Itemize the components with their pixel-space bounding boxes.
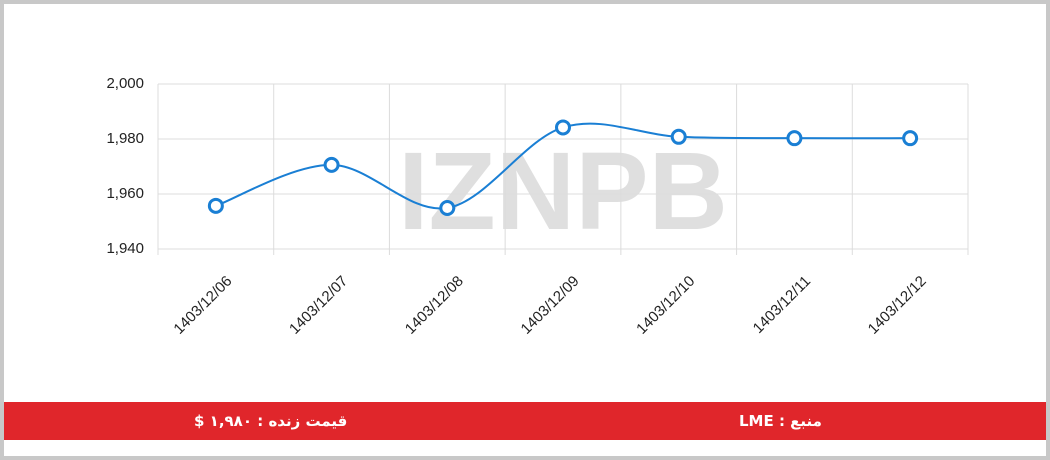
- y-tick-label: 1,940: [106, 240, 144, 257]
- point: [323, 156, 340, 173]
- x-tick-label: 1403/12/10: [633, 273, 698, 338]
- live-price: قیمت زنده : ۱,۹۸۰ $: [194, 412, 348, 430]
- point: [439, 200, 456, 217]
- x-tick-label: 1403/12/09: [518, 273, 583, 338]
- y-tick-label: 2,000: [106, 75, 144, 92]
- x-tick-label: 1403/12/11: [750, 273, 814, 337]
- point: [786, 130, 803, 147]
- point: [902, 130, 919, 147]
- source: منبع : LME: [739, 412, 822, 430]
- point: [555, 119, 571, 136]
- watermark: IZNPB: [398, 130, 728, 253]
- point: [670, 128, 687, 145]
- footer: قیمت زنده : ۱,۹۸۰ $ منبع : LME: [4, 402, 1046, 440]
- x-tick-label: 1403/12/12: [865, 273, 930, 338]
- y-tick-label: 1,980: [106, 130, 144, 147]
- x-tick-label: 1403/12/08: [402, 273, 467, 338]
- y-tick-label: 1,960: [106, 185, 144, 202]
- x-tick-label: 1403/12/06: [170, 273, 235, 338]
- point: [207, 197, 224, 214]
- chart: IZNPB 1,940 1,960 1,980 2,000 1403/12/06 1403…: [106, 75, 969, 338]
- x-tick-label: 1403/12/07: [286, 273, 351, 338]
